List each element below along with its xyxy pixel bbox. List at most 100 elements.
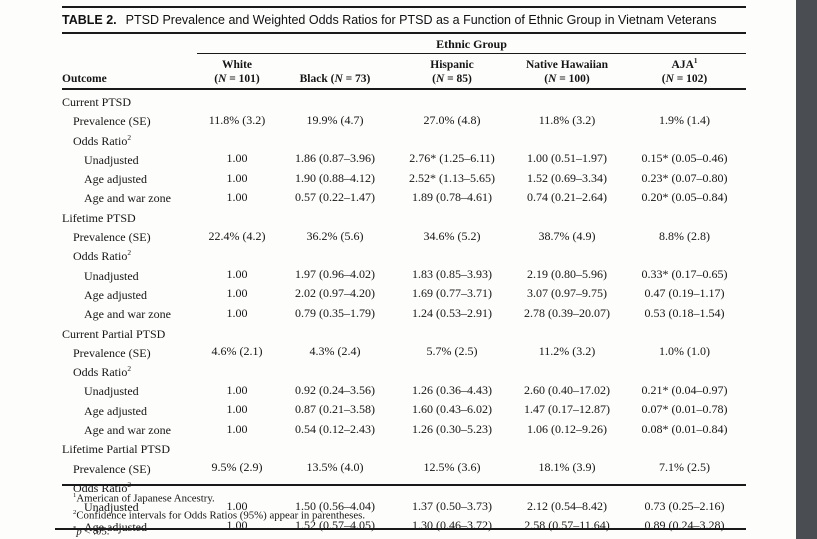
table-cell: [393, 207, 511, 226]
ethnic-group-spanner: Ethnic Group: [436, 37, 507, 51]
table-cell: 1.89 (0.78–4.61): [412, 189, 492, 204]
row-label: Current Partial PTSD: [62, 326, 166, 341]
table-cell: 2.78 (0.39–20.07): [524, 305, 610, 320]
table-row: Odds Ratio2: [62, 361, 746, 380]
table-cell: 5.7% (2.5): [426, 344, 478, 359]
column-header-row: Outcome White (N = 101) Black (N = 73) H…: [62, 55, 746, 86]
row-label: Lifetime Partial PTSD: [62, 442, 170, 457]
table-cell: 1.00: [226, 382, 248, 397]
table-row: Age and war zone 1.00 0.79 (0.35–1.79) 1…: [62, 303, 746, 322]
table-cell: [197, 130, 277, 149]
table-cell: 1.52 (0.69–3.34): [527, 170, 607, 185]
table-cell: 2.12 (0.54–8.42): [527, 498, 607, 513]
table-cell: 1.47 (0.17–12.87): [524, 402, 610, 417]
table-cell: [277, 91, 393, 110]
table-cell: 1.9% (1.4): [659, 112, 710, 127]
table-cell: 3.07 (0.97–9.75): [527, 286, 607, 301]
table-cell: [197, 323, 277, 342]
table-cell: [393, 438, 511, 457]
table-cell: 11.8% (3.2): [538, 112, 596, 127]
table-cell: [277, 361, 393, 380]
table-cell: 1.00 (0.33–3.07): [277, 535, 393, 539]
table-cell: 1.90 (0.88–4.12): [295, 170, 375, 185]
table-row: Unadjusted 1.00 1.50 (0.56–4.04) 1.37 (0…: [62, 496, 746, 515]
page-bottom-rule: [55, 528, 746, 530]
table-cell: 0.08* (0.01–0.84): [641, 421, 728, 436]
table-cell: [623, 207, 746, 226]
table-cell: 0.54 (0.12–2.43): [295, 421, 375, 436]
table-cell: [511, 130, 623, 149]
table-cell: [197, 438, 277, 457]
table-cell: [393, 91, 511, 110]
table-cell: 1.00: [226, 498, 248, 513]
row-label: Prevalence (SE): [73, 230, 151, 245]
table-row: Current Partial PTSD: [62, 323, 746, 342]
table-cell: 4.3% (2.4): [309, 344, 361, 359]
table-row: Age and war zone 1.00 0.57 (0.22–1.47) 1…: [62, 187, 746, 206]
footnote-significance: *p < .05.: [73, 525, 110, 538]
table-cell: 19.9% (4.7): [306, 112, 364, 127]
table-caption-label: TABLE 2.: [62, 13, 117, 27]
table-cell: 0.87 (0.21–3.58): [295, 402, 375, 417]
spanner-rule: [197, 53, 746, 54]
table-row: Age adjusted 1.00 1.90 (0.88–4.12) 2.52*…: [62, 168, 746, 187]
table-cell: 1.00: [226, 151, 248, 166]
table-cell: 1.06 (0.12–9.26): [527, 421, 607, 436]
table-cell: 0.15* (0.05–0.46): [641, 151, 728, 166]
column-header-native-hawaiian: Native Hawaiian (N = 100): [525, 59, 609, 85]
table-cell: [623, 91, 746, 110]
table-cell: [197, 207, 277, 226]
table-cell: 0.99 (0.25–4.02): [623, 535, 746, 539]
table-cell: [393, 130, 511, 149]
table-cell: 0.20* (0.05–0.84): [641, 189, 728, 204]
table-row: Prevalence (SE) 4.6% (2.1) 4.3% (2.4) 5.…: [62, 342, 746, 361]
table-cell: 1.86 (0.87–3.96): [295, 151, 375, 166]
data-table: Current PTSD Prevalence (SE) 11.8% (3.2)…: [62, 91, 746, 539]
table-cell: 1.00: [226, 189, 248, 204]
table-cell: 2.19 (0.80–5.96): [527, 267, 607, 282]
table-cell: 1.83 (0.85–3.93): [412, 267, 492, 282]
column-header-hispanic: Hispanic (N = 85): [430, 59, 474, 85]
table-row: Prevalence (SE) 9.5% (2.9) 13.5% (4.0) 1…: [62, 458, 746, 477]
table-cell: [511, 91, 623, 110]
table-row: Age adjusted 1.00 2.02 (0.97–4.20) 1.69 …: [62, 284, 746, 303]
table-cell: 1.24 (0.53–2.91): [412, 305, 492, 320]
column-header-black: Black (N = 73): [299, 73, 371, 85]
table-cell: 0.57 (0.22–1.47): [295, 189, 375, 204]
table-row: Odds Ratio2: [62, 245, 746, 264]
table-cell: 2.02 (0.97–4.20): [295, 286, 375, 301]
table-cell: 1.26 (0.30–5.23): [412, 421, 492, 436]
table-cell: 4.6% (2.1): [211, 344, 263, 359]
table-cell: 2.52* (1.13–5.65): [409, 170, 495, 185]
table-caption: TABLE 2. PTSD Prevalence and Weighted Odd…: [62, 13, 746, 27]
table-cell: 11.2% (3.2): [538, 344, 596, 359]
table-cell: 1.69 (0.77–3.71): [412, 286, 492, 301]
table-row: Age adjusted 1.00 0.87 (0.21–3.58) 1.60 …: [62, 400, 746, 419]
table-cell: [277, 130, 393, 149]
table-cell: 2.60 (0.40–17.02): [524, 382, 610, 397]
table-cell: [393, 323, 511, 342]
column-header-outcome: Outcome: [62, 73, 107, 85]
header-bottom-rule: [62, 88, 746, 90]
table-cell: 0.07* (0.01–0.78): [641, 402, 728, 417]
row-label: Unadjusted: [84, 500, 139, 515]
row-label: Age adjusted: [84, 172, 147, 187]
table-row: Odds Ratio2: [62, 130, 746, 149]
row-label: Age adjusted: [84, 287, 147, 302]
table-cell: 11.8% (3.2): [208, 112, 266, 127]
table-row: Prevalence (SE) 11.8% (3.2) 19.9% (4.7) …: [62, 110, 746, 129]
table-cell: [623, 245, 746, 264]
table-cell: 36.2% (5.6): [306, 228, 364, 243]
table-cell: 1.00: [226, 286, 248, 301]
table-row: Lifetime Partial PTSD: [62, 438, 746, 457]
row-label: Odds Ratio2: [73, 248, 132, 264]
row-label: Prevalence (SE): [73, 114, 151, 129]
table-cell: 2.76* (1.25–6.11): [409, 151, 495, 166]
table-row: Prevalence (SE) 22.4% (4.2) 36.2% (5.6) …: [62, 226, 746, 245]
table-cell: 1.00: [226, 421, 248, 436]
row-label: Unadjusted: [84, 384, 139, 399]
table-cell: [623, 323, 746, 342]
table-cell: 1.97 (0.96–4.02): [295, 267, 375, 282]
table-cell: 22.4% (4.2): [208, 228, 266, 243]
row-label: Age and war zone: [84, 423, 171, 438]
